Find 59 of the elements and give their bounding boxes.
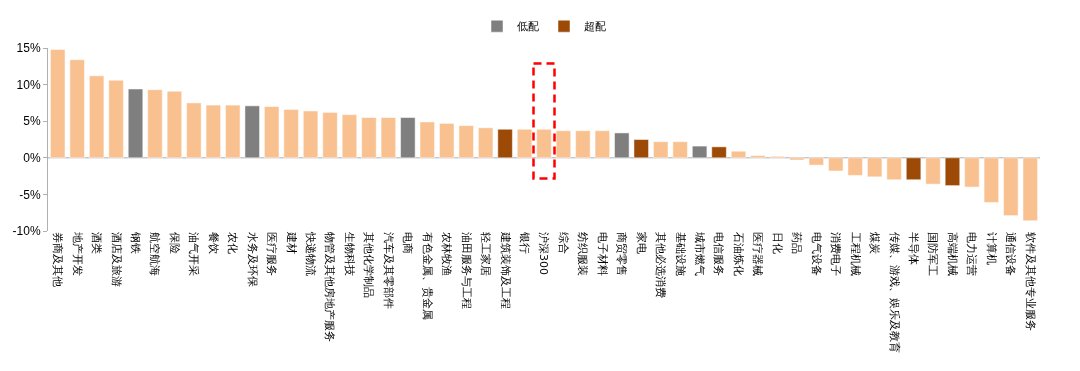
x-tick-label: 建材 [284,231,298,254]
x-tick-label: 航空航海 [148,232,162,276]
x-tick-label: 银行 [517,231,531,254]
x-tick-label: 医疗器械 [751,232,765,276]
x-tick-label: 商贸零售 [615,232,629,276]
x-tick-label: 物管及其他房地产服务 [323,232,337,342]
x-tick-label: 有色金属、贵金属 [420,232,434,320]
x-tick-label: 日化 [770,232,784,254]
x-tick-label: 电商 [401,232,415,254]
y-tick-label: -10% [12,224,41,239]
x-tick-label: 医疗服务 [265,232,279,276]
y-tick-label: 5% [23,114,41,129]
x-tick-label: 酒类 [90,232,104,254]
x-tick-label: 快递物流 [304,231,318,276]
x-tick-label: 轻工家居 [479,232,493,276]
x-tick-label: 通信设备 [1004,232,1018,276]
x-tick-label: 券商及其他 [51,232,65,287]
x-tick-label: 计算机 [984,232,998,265]
x-tick-label: 油气开采 [187,232,201,276]
y-tick-label: 10% [16,77,41,92]
x-tick-label: 传媒、游戏、娱乐及教育 [887,232,901,353]
x-tick-label: 汽车及其零部件 [381,232,395,309]
x-tick-label: 纺织服装 [576,232,590,276]
x-tick-label: 农化 [226,232,240,254]
x-tick-label: 电信服务 [712,232,726,276]
x-tick-label: 生物科技 [342,232,356,276]
x-tick-label: 油田服务与工程 [459,232,473,309]
x-tick-label: 钢铁 [128,231,142,254]
x-tick-label: 电子材料 [595,232,609,276]
x-tick-label: 电气设备 [809,232,823,276]
x-tick-label: 农林牧渔 [440,232,454,276]
x-tick-label: 石油炼化 [731,232,745,276]
x-tick-label: 高端机械 [945,232,959,276]
x-tick-label: 沪深300 [537,232,551,275]
x-tick-label: 家电 [634,232,648,254]
x-tick-label: 城市燃气 [693,231,707,276]
x-tick-label: 工程机械 [848,232,862,276]
x-tick-label: 地产开发 [70,231,84,276]
x-tick-label: 消费电子 [829,232,843,276]
y-tick-label: 0% [23,151,41,165]
x-tick-label: 半导体 [906,232,920,265]
x-tick-label: 基础设施 [673,232,687,276]
x-tick-label: 其他必选消费 [654,232,668,298]
y-tick-label: 15% [16,41,41,56]
legend-label: 低配 [517,20,539,34]
x-tick-label: 煤炭 [868,232,882,254]
x-tick-label: 软件及其他专业服务 [1023,232,1037,331]
x-tick-label: 水务及环保 [245,232,259,287]
x-tick-label: 保险 [167,232,181,254]
legend-label: 超配 [584,20,606,34]
x-tick-label: 药品 [790,232,804,254]
x-tick-label: 建筑装饰及工程 [498,231,512,309]
x-tick-label: 国防军工 [926,232,940,276]
x-tick-label: 餐饮 [206,232,220,254]
x-tick-label: 综合 [556,232,570,254]
x-tick-label: 酒店及旅游 [109,232,123,287]
y-tick-label: -5% [19,187,41,202]
x-tick-label: 其他化学制品 [362,232,376,298]
x-tick-label: 电力运营 [965,232,979,276]
